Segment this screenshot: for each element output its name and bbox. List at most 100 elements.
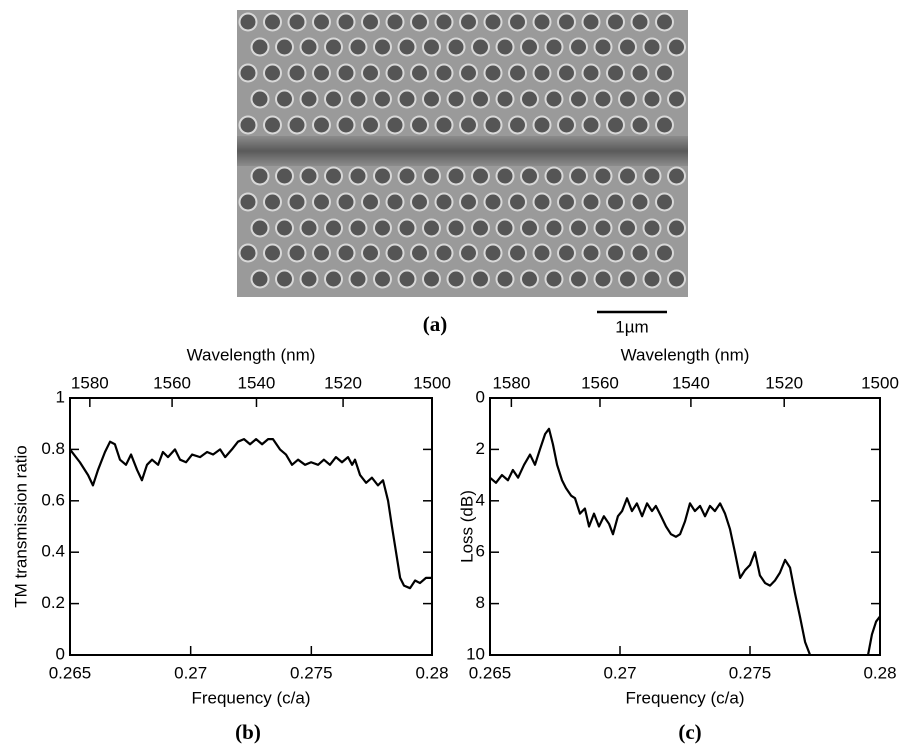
sem-hole xyxy=(350,39,366,55)
y-tick-label: 0 xyxy=(476,387,485,406)
sem-hole xyxy=(571,168,586,184)
sem-hole xyxy=(522,91,537,107)
sem-hole xyxy=(534,65,550,81)
sem-hole xyxy=(448,39,464,55)
sem-hole xyxy=(620,220,635,236)
sem-hole xyxy=(314,14,329,30)
x-tick-label: 0.265 xyxy=(469,663,512,682)
sem-hole xyxy=(522,271,537,287)
sem-image xyxy=(237,10,688,297)
sem-hole xyxy=(412,245,427,261)
sem-hole xyxy=(289,245,305,261)
x2-tick-label: 1560 xyxy=(153,373,191,392)
sem-hole xyxy=(387,194,403,210)
sem-hole xyxy=(301,39,317,55)
scale-bar-label: 1µm xyxy=(615,317,648,336)
sem-hole xyxy=(240,65,256,81)
sem-hole xyxy=(546,271,562,287)
y-tick-label: 6 xyxy=(476,542,485,561)
y-tick-label: 2 xyxy=(476,439,485,458)
sem-hole xyxy=(546,91,562,107)
sem-hole xyxy=(485,14,501,30)
sem-hole xyxy=(265,14,280,30)
x2-tick-label: 1500 xyxy=(413,373,451,392)
sem-hole xyxy=(326,168,341,184)
sem-hole xyxy=(546,220,562,236)
chart: 0.265 0.27 0.275 0.28 1580 1560 1540 1520 1500 0 0… xyxy=(11,345,450,743)
sem-hole xyxy=(375,39,390,55)
y-tick-label: 0 xyxy=(56,644,65,663)
sem-hole xyxy=(350,91,366,107)
sem-hole xyxy=(559,245,574,261)
sem-hole xyxy=(424,168,439,184)
sem-hole xyxy=(485,65,501,81)
sem-hole xyxy=(277,168,292,184)
sem-hole xyxy=(375,91,390,107)
sem-hole xyxy=(412,194,427,210)
sem-hole xyxy=(350,168,366,184)
x2-tick-label: 1540 xyxy=(238,373,276,392)
sem-hole xyxy=(620,271,635,287)
sem-hole xyxy=(252,168,268,184)
sem-hole xyxy=(534,245,550,261)
sem-hole xyxy=(473,39,488,55)
sem-hole xyxy=(559,14,574,30)
sem-hole xyxy=(436,194,452,210)
sem-hole xyxy=(608,245,623,261)
sem-hole xyxy=(669,91,684,107)
sem-hole xyxy=(644,271,660,287)
sem-hole xyxy=(497,168,513,184)
sem-hole xyxy=(412,14,427,30)
sem-hole xyxy=(387,245,403,261)
sem-hole xyxy=(620,168,635,184)
sem-hole xyxy=(510,245,525,261)
sem-hole xyxy=(657,65,672,81)
y-tick-label: 10 xyxy=(466,644,485,663)
x2-tick-label: 1540 xyxy=(672,373,710,392)
sem-hole xyxy=(583,245,599,261)
sem-hole xyxy=(559,194,574,210)
x2-tick-label: 1520 xyxy=(765,373,803,392)
sem-hole xyxy=(657,194,672,210)
sem-hole xyxy=(240,14,256,30)
sem-hole xyxy=(338,14,354,30)
sem-hole xyxy=(338,117,354,133)
sem-hole xyxy=(350,271,366,287)
sem-hole xyxy=(424,91,439,107)
sem-hole xyxy=(363,14,378,30)
sem-hole xyxy=(595,39,611,55)
sem-hole xyxy=(534,117,550,133)
sem-hole xyxy=(301,220,317,236)
sem-hole xyxy=(583,117,599,133)
sem-hole xyxy=(657,245,672,261)
x-axis-label: Frequency (c/a) xyxy=(625,688,744,707)
sem-hole xyxy=(522,168,537,184)
sem-hole xyxy=(399,271,415,287)
sem-hole xyxy=(289,14,305,30)
sem-hole xyxy=(326,220,341,236)
sem-hole xyxy=(571,271,586,287)
sem-hole xyxy=(314,65,329,81)
y-tick-label: 1 xyxy=(56,387,65,406)
sem-hole xyxy=(326,271,341,287)
sem-hole xyxy=(583,14,599,30)
sem-hole xyxy=(240,117,256,133)
x-tick-label: 0.28 xyxy=(415,663,448,682)
x-tick-label: 0.275 xyxy=(729,663,772,682)
sem-hole xyxy=(632,117,648,133)
sem-hole xyxy=(289,65,305,81)
x-axis-label: Frequency (c/a) xyxy=(191,688,310,707)
sem-hole xyxy=(608,194,623,210)
sem-hole xyxy=(436,245,452,261)
sem-hole xyxy=(644,91,660,107)
sem-hole xyxy=(644,220,660,236)
sem-hole xyxy=(338,194,354,210)
sem-hole xyxy=(424,220,439,236)
sem-hole xyxy=(571,220,586,236)
sem-hole xyxy=(644,168,660,184)
x2-tick-label: 1500 xyxy=(861,373,899,392)
sem-hole xyxy=(277,220,292,236)
sem-hole xyxy=(375,168,390,184)
sem-hole xyxy=(595,271,611,287)
